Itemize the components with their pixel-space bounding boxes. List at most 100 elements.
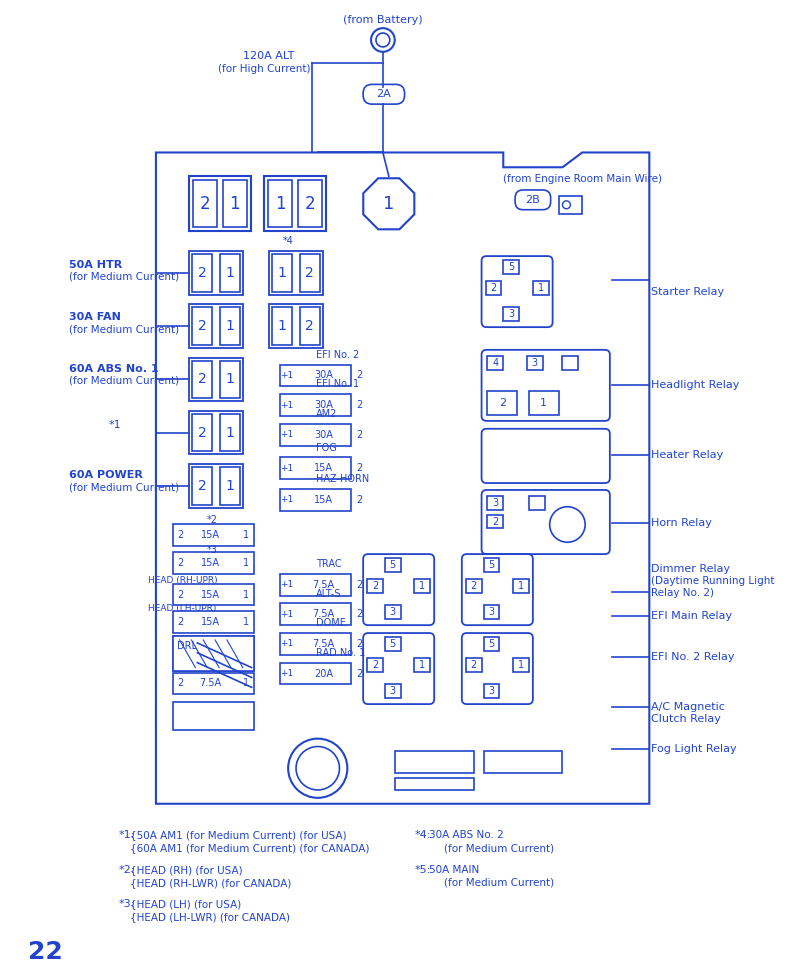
Bar xyxy=(280,394,351,416)
Text: 50A HTR: 50A HTR xyxy=(69,260,122,270)
Text: 1: 1 xyxy=(537,282,543,292)
Text: (for Medium Current): (for Medium Current) xyxy=(69,482,179,492)
Bar xyxy=(394,778,473,790)
Text: 1: 1 xyxy=(243,531,248,541)
Bar xyxy=(280,424,351,445)
Text: {HEAD (RH-LWR) (for CANADA): {HEAD (RH-LWR) (for CANADA) xyxy=(130,878,291,887)
Text: 30A: 30A xyxy=(314,370,332,381)
Bar xyxy=(487,392,516,415)
Text: 15A: 15A xyxy=(201,589,219,600)
Text: Starter Relay: Starter Relay xyxy=(650,286,724,297)
Bar xyxy=(503,260,519,274)
Text: 1: 1 xyxy=(383,195,394,212)
Bar xyxy=(394,752,473,773)
Bar xyxy=(220,254,239,291)
Text: Clutch Relay: Clutch Relay xyxy=(650,714,720,724)
Text: 2: 2 xyxy=(198,426,206,439)
Bar xyxy=(487,356,503,369)
Bar xyxy=(280,604,351,625)
Text: 15A: 15A xyxy=(201,618,219,627)
Bar xyxy=(190,357,243,401)
Bar xyxy=(280,458,351,479)
Bar xyxy=(173,636,253,670)
Text: (from Engine Room Main Wire): (from Engine Room Main Wire) xyxy=(502,174,661,184)
Bar xyxy=(190,305,243,348)
Bar xyxy=(280,364,351,387)
Text: TRAC: TRAC xyxy=(316,559,341,569)
Text: Fog Light Relay: Fog Light Relay xyxy=(650,743,736,754)
Text: 2: 2 xyxy=(356,370,362,381)
Bar xyxy=(280,662,351,685)
Text: +1: +1 xyxy=(280,639,293,649)
Bar xyxy=(367,657,382,671)
Text: 15A: 15A xyxy=(314,464,332,473)
Bar xyxy=(272,254,291,291)
Text: (for Medium Current): (for Medium Current) xyxy=(69,324,179,334)
Bar xyxy=(483,637,499,651)
Circle shape xyxy=(287,738,347,798)
Bar xyxy=(272,308,291,345)
Bar xyxy=(465,579,481,592)
Text: 1: 1 xyxy=(225,479,234,493)
Text: (for Medium Current): (for Medium Current) xyxy=(69,272,179,281)
Text: 22: 22 xyxy=(27,940,63,964)
Text: EFI Main Relay: EFI Main Relay xyxy=(650,612,732,621)
Bar xyxy=(483,606,499,619)
Bar xyxy=(194,180,217,228)
Text: 1: 1 xyxy=(243,618,248,627)
Text: (from Battery): (from Battery) xyxy=(343,16,422,25)
Bar xyxy=(487,514,503,529)
Bar xyxy=(222,180,247,228)
Text: 15A: 15A xyxy=(314,495,332,505)
Text: *2:: *2: xyxy=(118,865,135,875)
Text: +1: +1 xyxy=(280,581,293,589)
FancyBboxPatch shape xyxy=(481,490,609,554)
Bar xyxy=(465,657,481,671)
Bar xyxy=(512,657,528,671)
Bar xyxy=(192,254,212,291)
Text: 2: 2 xyxy=(305,266,314,280)
Text: +1: +1 xyxy=(280,431,293,439)
Bar xyxy=(192,308,212,345)
Circle shape xyxy=(562,201,569,208)
Bar xyxy=(220,468,239,505)
Text: 30A ABS No. 2: 30A ABS No. 2 xyxy=(429,831,503,841)
Bar xyxy=(512,579,528,592)
Text: EFI No. 2 Relay: EFI No. 2 Relay xyxy=(650,652,734,661)
Bar xyxy=(532,281,548,294)
Text: 60A ABS No. 1: 60A ABS No. 1 xyxy=(69,363,158,374)
Text: *2: *2 xyxy=(206,514,218,525)
FancyBboxPatch shape xyxy=(363,85,404,104)
FancyBboxPatch shape xyxy=(461,633,532,704)
Text: 2: 2 xyxy=(356,610,362,619)
Text: 30A FAN: 30A FAN xyxy=(69,313,120,322)
Text: 2A: 2A xyxy=(376,90,391,99)
Text: 1: 1 xyxy=(225,266,234,280)
Text: 2: 2 xyxy=(177,531,183,541)
Text: 3: 3 xyxy=(507,310,514,319)
Text: 1: 1 xyxy=(517,581,524,590)
Text: 2: 2 xyxy=(356,639,362,649)
Text: 1: 1 xyxy=(540,398,547,408)
Bar xyxy=(528,496,544,509)
Text: 5: 5 xyxy=(487,639,494,649)
Bar xyxy=(192,468,212,505)
Text: 4: 4 xyxy=(491,357,498,367)
Bar xyxy=(483,558,499,572)
Bar xyxy=(173,552,253,574)
Text: +1: +1 xyxy=(280,669,293,678)
Text: 2: 2 xyxy=(470,659,476,669)
Text: (for Medium Current): (for Medium Current) xyxy=(443,843,553,853)
Bar xyxy=(483,752,562,773)
Text: 2: 2 xyxy=(356,580,362,589)
Text: DOME: DOME xyxy=(316,618,345,628)
Text: 3: 3 xyxy=(389,608,395,618)
Bar xyxy=(190,176,251,232)
Bar xyxy=(280,489,351,510)
Bar xyxy=(558,196,581,213)
Text: Horn Relay: Horn Relay xyxy=(650,517,711,528)
Bar xyxy=(173,524,253,546)
Text: 1: 1 xyxy=(517,659,524,669)
Text: 1: 1 xyxy=(419,659,425,669)
Text: 3: 3 xyxy=(487,608,494,618)
